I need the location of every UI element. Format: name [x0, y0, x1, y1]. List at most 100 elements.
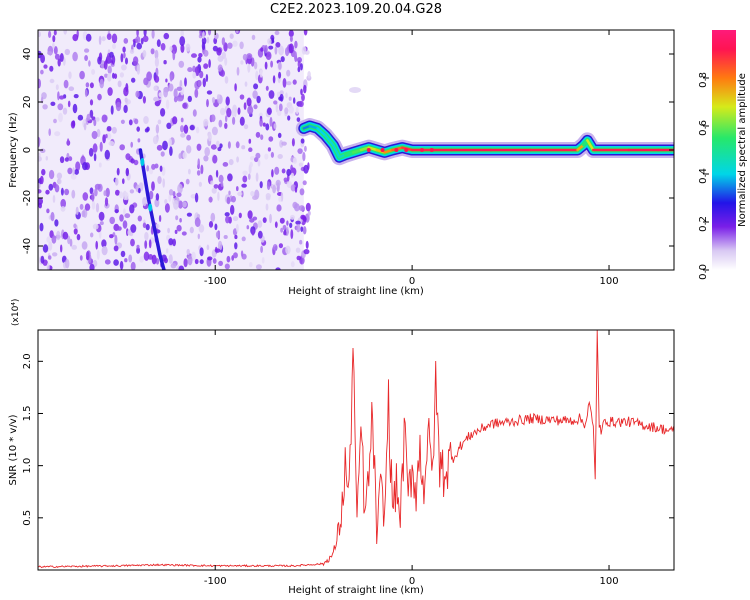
noise-speck	[56, 172, 63, 180]
noise-speck	[266, 107, 272, 115]
noise-speck	[160, 151, 165, 157]
noise-speck	[275, 42, 281, 48]
noise-speck	[156, 39, 161, 47]
noise-speck	[52, 35, 56, 43]
noise-speck	[305, 240, 309, 249]
noise-speck	[138, 188, 141, 194]
noise-speck	[201, 37, 207, 45]
noise-speck	[272, 184, 276, 194]
noise-speck	[170, 263, 177, 269]
noise-speck	[295, 247, 301, 253]
noise-speck	[221, 37, 226, 46]
noise-speck	[293, 97, 296, 104]
noise-speck	[91, 69, 96, 75]
noise-speck	[302, 180, 307, 186]
noise-speck	[279, 93, 284, 102]
noise-speck	[304, 145, 307, 152]
noise-speck	[231, 109, 236, 117]
noise-speck	[303, 249, 310, 255]
noise-speck	[191, 251, 196, 261]
noise-speck	[59, 53, 64, 62]
noise-speck	[39, 222, 44, 232]
noise-speck	[208, 221, 214, 228]
noise-speck	[79, 70, 85, 80]
noise-speck	[163, 32, 170, 40]
noise-speck	[279, 90, 284, 96]
noise-speck	[160, 108, 166, 117]
noise-speck	[236, 186, 239, 192]
noise-speck	[272, 75, 276, 84]
noise-speck	[285, 245, 291, 255]
colorbar-tick-label: 0.4	[698, 168, 709, 184]
noise-speck	[240, 60, 244, 65]
noise-speck	[225, 96, 230, 106]
snr-ylabel: SNR (10 * v/v)	[8, 414, 19, 485]
noise-speck	[289, 35, 293, 43]
noise-speck	[176, 192, 182, 198]
noise-speck	[286, 81, 292, 86]
noise-speck	[218, 260, 224, 266]
noise-speck	[88, 60, 91, 67]
noise-speck	[136, 64, 141, 75]
noise-speck	[264, 61, 268, 70]
colorbar-tick-label: 0.6	[698, 120, 709, 136]
x-tick-label: 100	[599, 576, 618, 587]
noise-speck	[278, 45, 284, 56]
noise-speck	[47, 51, 53, 56]
noise-speck	[38, 189, 42, 194]
noise-speck	[275, 179, 281, 187]
noise-speck	[210, 114, 216, 122]
noise-speck	[253, 104, 258, 110]
snr-frame	[37, 329, 675, 571]
noise-speck	[136, 30, 139, 37]
noise-speck	[288, 96, 292, 101]
noise-speck	[186, 248, 190, 256]
noise-speck	[154, 57, 159, 67]
noise-speck	[210, 180, 214, 185]
noise-speck	[176, 86, 183, 92]
carrier-core-segment	[359, 146, 371, 152]
noise-speck	[300, 88, 303, 96]
noise-speck	[130, 238, 135, 247]
noise-speck	[236, 156, 240, 163]
noise-speck	[156, 144, 163, 151]
noise-speck	[180, 125, 184, 133]
noise-speck	[226, 255, 231, 263]
y-tick-label: 1.0	[22, 458, 33, 474]
noise-speck	[40, 54, 45, 64]
noise-speck	[154, 49, 159, 60]
noise-speck	[160, 43, 166, 51]
noise-speck	[122, 220, 128, 229]
noise-speck	[302, 151, 306, 162]
snr-series-line	[38, 330, 674, 569]
noise-speck	[271, 169, 274, 178]
noise-speck	[72, 34, 79, 42]
noise-speck	[203, 155, 209, 162]
noise-speck	[268, 45, 274, 50]
noise-speck	[77, 114, 84, 121]
noise-speck	[124, 258, 128, 263]
noise-speck	[264, 44, 268, 54]
noise-speck	[163, 87, 169, 98]
noise-speck	[266, 181, 271, 190]
noise-speck	[224, 212, 230, 217]
noise-speck	[169, 74, 173, 82]
noise-speck	[186, 145, 192, 154]
noise-speck	[278, 243, 283, 249]
noise-speck	[130, 261, 136, 270]
noise-speck	[249, 161, 253, 168]
noise-speck	[239, 116, 245, 126]
noise-speck	[53, 46, 58, 55]
noise-speck	[253, 83, 259, 90]
noise-speck	[114, 209, 119, 214]
noise-speck	[231, 195, 236, 203]
noise-speck	[92, 223, 99, 230]
noise-speck	[151, 163, 156, 170]
noise-speck	[85, 251, 90, 261]
noise-speck	[41, 168, 46, 176]
x-tick-label: -100	[204, 576, 227, 587]
noise-speck	[219, 143, 223, 149]
noise-speck	[153, 85, 158, 91]
noise-speck	[128, 254, 133, 263]
noise-speck	[278, 196, 282, 202]
